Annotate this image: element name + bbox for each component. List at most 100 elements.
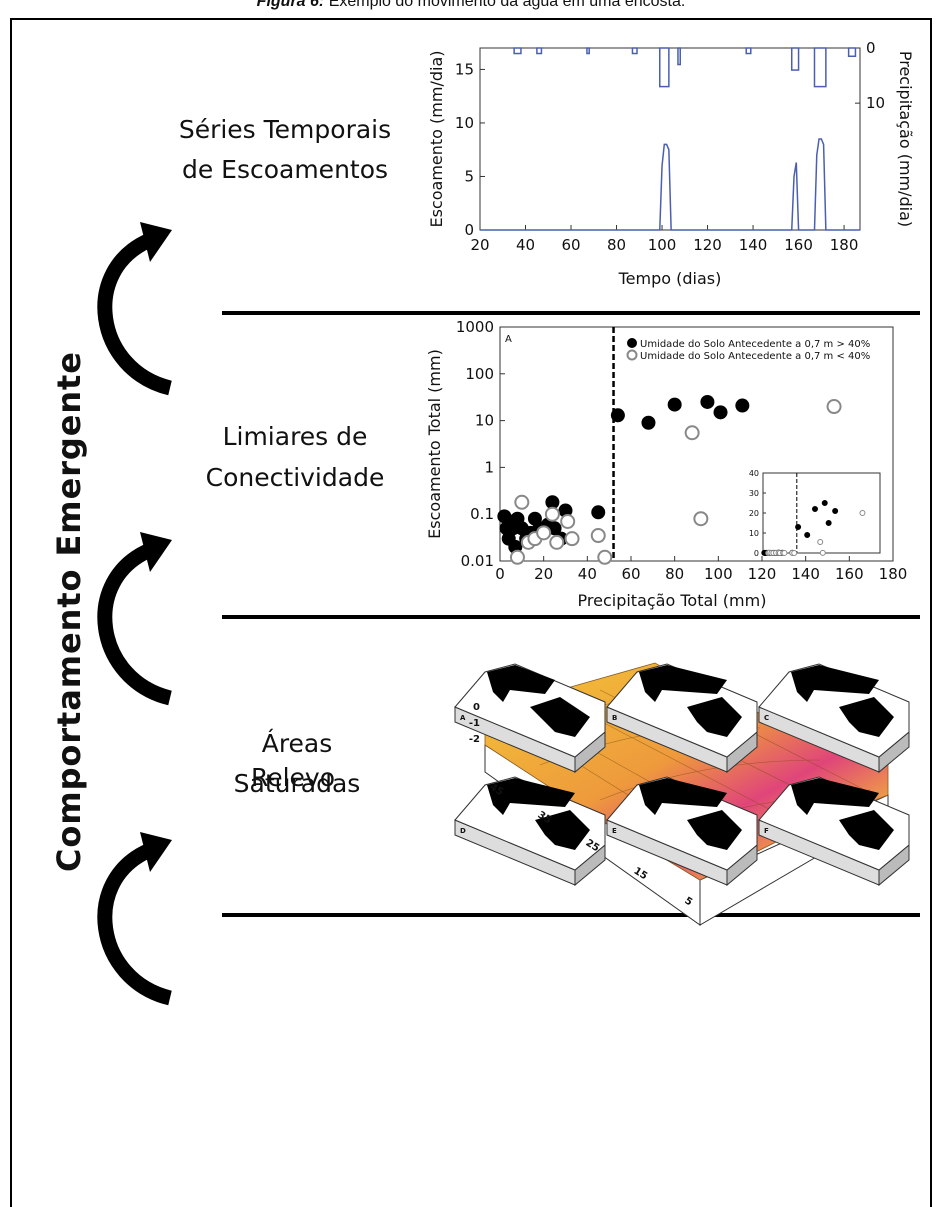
y-tick-label: 0.01 [461,552,494,570]
y2-axis-label: Precipitação (mm/dia) [896,51,915,227]
legend-marker [628,339,637,348]
x-tick-label: 0 [495,565,505,583]
panel-label: E [612,827,617,835]
x-tick-label: 180 [830,236,859,254]
point [598,551,611,564]
point [515,496,528,509]
x-tick-label: 120 [693,236,722,254]
annotation: A [505,334,512,345]
level-label: Limiares de [223,422,368,451]
figure: Figura 6: Exemplo do movimento da água e… [0,0,942,1207]
y-tick-label: 0 [464,221,474,239]
arrow [105,550,170,698]
x-tick-label: 100 [648,236,677,254]
point [546,508,559,521]
x-tick-label: 60 [561,236,580,254]
x-tick-label: 40 [578,565,597,583]
inset-point [860,511,865,516]
x-tick-label: 140 [791,565,820,583]
y-tick-label: 100 [465,365,494,383]
y-tick-label: 1000 [456,318,494,336]
precip-bar [537,48,542,54]
y2-tick-label: 10 [866,94,885,112]
point [550,536,563,549]
y-tick-label: 0.1 [470,505,494,523]
point [592,529,605,542]
y-tick-label: 5 [464,167,474,185]
y2-tick-label: 0 [866,39,876,57]
inset-point [818,540,823,545]
level-label: Séries Temporais [179,115,391,144]
precip-bar [849,48,856,56]
z-tick-label: -2 [469,734,480,745]
point [592,506,605,519]
y-tick-label: 10 [455,114,474,132]
inset-point [782,550,787,555]
arrows [105,222,172,998]
x-tick-label: 160 [835,565,864,583]
x-tick-label: 140 [739,236,768,254]
panel-label: C [764,714,769,722]
level-label: Relevo [251,763,335,792]
panel-label: D [460,827,466,835]
side-label: Comportamento Emergente [50,352,88,872]
precip-bar [792,48,799,70]
y-tick-label: 10 [475,412,494,430]
inset-y-tick-label: 30 [749,489,759,498]
x-tick-label: 180 [879,565,908,583]
y-axis-label: Escoamento Total (mm) [425,349,444,539]
x-tick-label: 160 [784,236,813,254]
inset-point [792,550,797,555]
x-tick-label: 80 [665,565,684,583]
y-tick-label: 1 [484,458,494,476]
caption: Figura 6: Exemplo do movimento da água e… [257,0,686,10]
inset-y-tick-label: 10 [749,529,759,538]
precip-bar [587,48,589,54]
caption-text: Exemplo do movimento da água em uma enco… [329,0,686,10]
inset-y-tick-label: 20 [749,509,759,518]
x-tick-label: 40 [516,236,535,254]
x-tick-label: 120 [748,565,777,583]
x-tick-label: 60 [621,565,640,583]
legend-label: Umidade do Solo Antecedente a 0,7 m > 40… [640,339,870,350]
point [686,426,699,439]
precip-bar [632,48,637,54]
level-label: Áreas [262,729,333,758]
arrow [105,240,170,388]
z-tick-label: -1 [469,718,480,729]
y-axis-label: Escoamento (mm/dia) [427,50,446,227]
precip-bar [660,48,669,87]
level-label: Conectividade [206,463,385,492]
inset-point [813,507,818,512]
inset-y-tick-label: 40 [749,469,759,478]
x-axis-label: Tempo (dias) [618,269,722,288]
panel-label: B [612,714,617,722]
inset-point [826,521,831,526]
inset-point [805,533,810,538]
precip-bar [814,48,825,87]
point [642,416,655,429]
legend-marker [628,351,637,360]
page: {"caption_label":"Figura 6:","caption_te… [0,0,942,1207]
level-label: de Escoamentos [182,155,388,184]
runoff-line [480,139,860,230]
caption-label: Figura 6: [257,0,325,10]
legend-label: Umidade do Solo Antecedente a 0,7 m < 40… [640,351,870,362]
x-axis-label: Precipitação Total (mm) [578,591,767,610]
precip-bar [514,48,521,54]
panel-label: F [764,827,769,835]
point [714,406,727,419]
z-tick-label: 0 [473,702,480,713]
inset-point [820,550,825,555]
inset-y-tick-label: 0 [754,549,759,558]
point [736,399,749,412]
precip-bar [678,48,680,65]
inset-point [822,501,827,506]
arrow [105,850,170,998]
point [668,398,681,411]
point [701,395,714,408]
x-tick-label: 100 [704,565,733,583]
point [566,532,579,545]
x-tick-label: 80 [607,236,626,254]
point [511,551,524,564]
